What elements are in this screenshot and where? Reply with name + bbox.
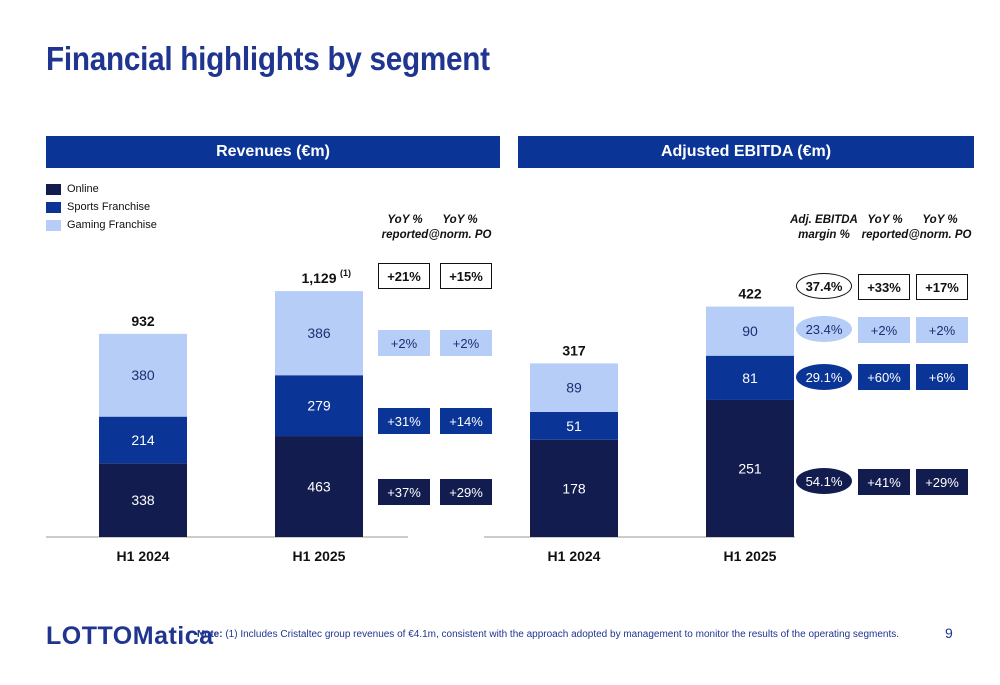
- ebitda-label-gaming-0: 89: [566, 380, 582, 396]
- rev-yoy-total-norm: +15%: [440, 263, 492, 289]
- footnote: Note: (1) Includes Cristaltec group reve…: [197, 629, 899, 640]
- rev-total-1: 1,129: [301, 270, 336, 286]
- rev-yoy-reported-header: YoY % reported: [381, 214, 429, 241]
- ebitda-yoy-online-reported: +41%: [858, 469, 910, 495]
- ebitda-yoy-gaming-norm: +2%: [916, 317, 968, 343]
- legend: Online Sports Franchise Gaming Franchise: [46, 180, 157, 234]
- ebitda-label-online-1: 251: [738, 460, 762, 476]
- rev-bar-online-1: [275, 436, 363, 537]
- footnote-label: Note:: [197, 629, 223, 640]
- ebitda-margin-gaming: 23.4%: [796, 316, 852, 342]
- ebitda-margin-header: Adj. EBITDA margin %: [790, 214, 858, 241]
- rev-bar-gaming-1: [275, 291, 363, 376]
- legend-item-sports: Sports Franchise: [46, 198, 157, 216]
- rev-total-0: 932: [131, 313, 155, 329]
- rev-label-gaming-0: 380: [131, 367, 155, 383]
- rev-label-gaming-1: 386: [307, 325, 331, 341]
- legend-label-gaming: Gaming Franchise: [67, 219, 157, 231]
- ebitda-bar-online-1: [706, 399, 794, 537]
- legend-swatch-sports: [46, 201, 61, 213]
- revenues-header: Revenues (€m): [46, 136, 500, 168]
- legend-swatch-gaming: [46, 219, 61, 231]
- rev-yoy-online-norm: +29%: [440, 479, 492, 505]
- ebitda-yoy-total-reported: +33%: [858, 274, 910, 300]
- rev-bar-sports-0: [99, 416, 187, 464]
- ebitda-yoy-sports-norm: +6%: [916, 364, 968, 390]
- rev-category-0: H1 2024: [117, 548, 170, 564]
- rev-yoy-gaming-norm: +2%: [440, 330, 492, 356]
- ebitda-margin-sports: 29.1%: [796, 364, 852, 390]
- ebitda-label-sports-1: 81: [742, 370, 758, 386]
- ebitda-label-sports-0: 51: [566, 418, 582, 434]
- rev-yoy-gaming-reported: +2%: [378, 330, 430, 356]
- ebitda-total-1: 422: [738, 286, 762, 302]
- ebitda-bar-gaming-1: [706, 306, 794, 356]
- ebitda-margin-online: 54.1%: [796, 468, 852, 494]
- legend-swatch-online: [46, 183, 61, 195]
- ebitda-yoy-norm-header: YoY % @norm. PO: [908, 214, 972, 241]
- rev-yoy-sports-reported: +31%: [378, 408, 430, 434]
- ebitda-category-1: H1 2025: [724, 548, 777, 564]
- legend-item-online: Online: [46, 180, 157, 198]
- lottomatica-logo: LOTTOMatica: [46, 622, 214, 650]
- rev-total-footnote-1: (1): [340, 268, 351, 278]
- ebitda-bar-sports-1: [706, 355, 794, 400]
- rev-bar-gaming-0: [99, 333, 187, 417]
- ebitda-label-gaming-1: 90: [742, 323, 758, 339]
- ebitda-yoy-total-norm: +17%: [916, 274, 968, 300]
- rev-bar-sports-1: [275, 375, 363, 437]
- ebitda-margin-total: 37.4%: [796, 273, 852, 299]
- rev-yoy-norm-header: YoY % @norm. PO: [428, 214, 492, 241]
- legend-item-gaming: Gaming Franchise: [46, 216, 157, 234]
- ebitda-label-online-0: 178: [562, 480, 586, 496]
- page-title: Financial highlights by segment: [46, 40, 490, 77]
- ebitda-yoy-sports-reported: +60%: [858, 364, 910, 390]
- rev-yoy-online-reported: +37%: [378, 479, 430, 505]
- ebitda-yoy-reported-header: YoY % reported: [861, 214, 909, 241]
- ebitda-bar-online-0: [530, 439, 618, 537]
- rev-bar-online-0: [99, 463, 187, 537]
- ebitda-yoy-online-norm: +29%: [916, 469, 968, 495]
- ebitda-bar-sports-0: [530, 411, 618, 440]
- rev-label-sports-0: 214: [131, 432, 155, 448]
- ebitda-yoy-gaming-reported: +2%: [858, 317, 910, 343]
- legend-label-online: Online: [67, 183, 99, 195]
- ebitda-bar-gaming-0: [530, 363, 618, 412]
- rev-label-sports-1: 279: [307, 398, 331, 414]
- footnote-text: (1) Includes Cristaltec group revenues o…: [222, 629, 900, 640]
- rev-yoy-sports-norm: +14%: [440, 408, 492, 434]
- rev-yoy-total-reported: +21%: [378, 263, 430, 289]
- ebitda-category-0: H1 2024: [548, 548, 601, 564]
- page-number: 9: [945, 625, 953, 641]
- legend-label-sports: Sports Franchise: [67, 201, 151, 213]
- ebitda-total-0: 317: [562, 342, 586, 358]
- rev-category-1: H1 2025: [293, 548, 346, 564]
- ebitda-header: Adjusted EBITDA (€m): [518, 136, 974, 168]
- rev-label-online-1: 463: [307, 479, 331, 495]
- rev-label-online-0: 338: [131, 492, 155, 508]
